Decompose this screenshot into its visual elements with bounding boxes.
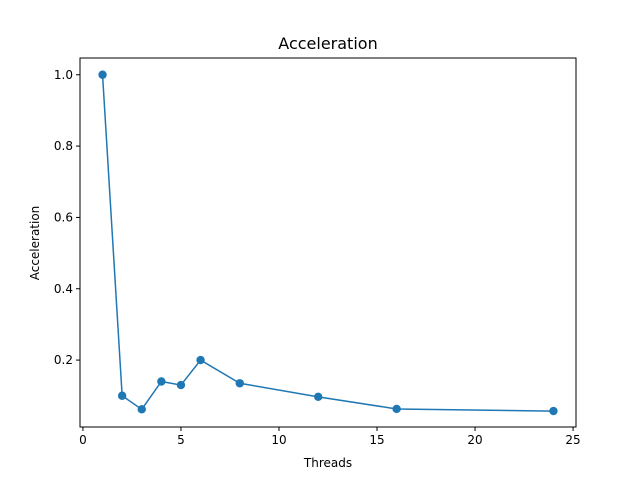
data-point xyxy=(117,391,127,400)
x-tick-label: 25 xyxy=(565,433,580,447)
x-tick-label: 10 xyxy=(271,433,286,447)
x-axis-label: Threads xyxy=(303,456,352,470)
x-tick-label: 0 xyxy=(79,433,87,447)
plot-area xyxy=(98,70,558,416)
chart-title: Acceleration xyxy=(278,34,377,53)
y-axis: 0.2 0.4 0.6 0.8 1.0 xyxy=(54,68,80,367)
y-tick-label: 0.8 xyxy=(54,139,73,153)
data-point xyxy=(137,405,146,414)
y-tick-label: 0.4 xyxy=(54,282,73,296)
x-tick-label: 20 xyxy=(467,433,482,447)
plot-frame xyxy=(79,57,577,428)
data-point xyxy=(196,355,205,365)
data-point xyxy=(392,404,401,414)
y-tick-label: 0.2 xyxy=(54,353,73,367)
x-axis: 0 5 10 15 20 25 xyxy=(79,427,581,447)
data-point xyxy=(549,406,558,416)
data-point xyxy=(176,380,186,390)
y-tick-label: 0.6 xyxy=(54,210,73,224)
y-tick-label: 1.0 xyxy=(54,68,73,82)
y-axis-label: Acceleration xyxy=(28,206,42,281)
x-tick-label: 15 xyxy=(369,433,384,447)
data-point xyxy=(98,70,107,79)
data-point xyxy=(314,392,323,402)
data-point xyxy=(235,379,244,388)
series-line xyxy=(101,74,554,412)
data-point xyxy=(157,377,166,386)
x-tick-label: 5 xyxy=(177,433,185,447)
